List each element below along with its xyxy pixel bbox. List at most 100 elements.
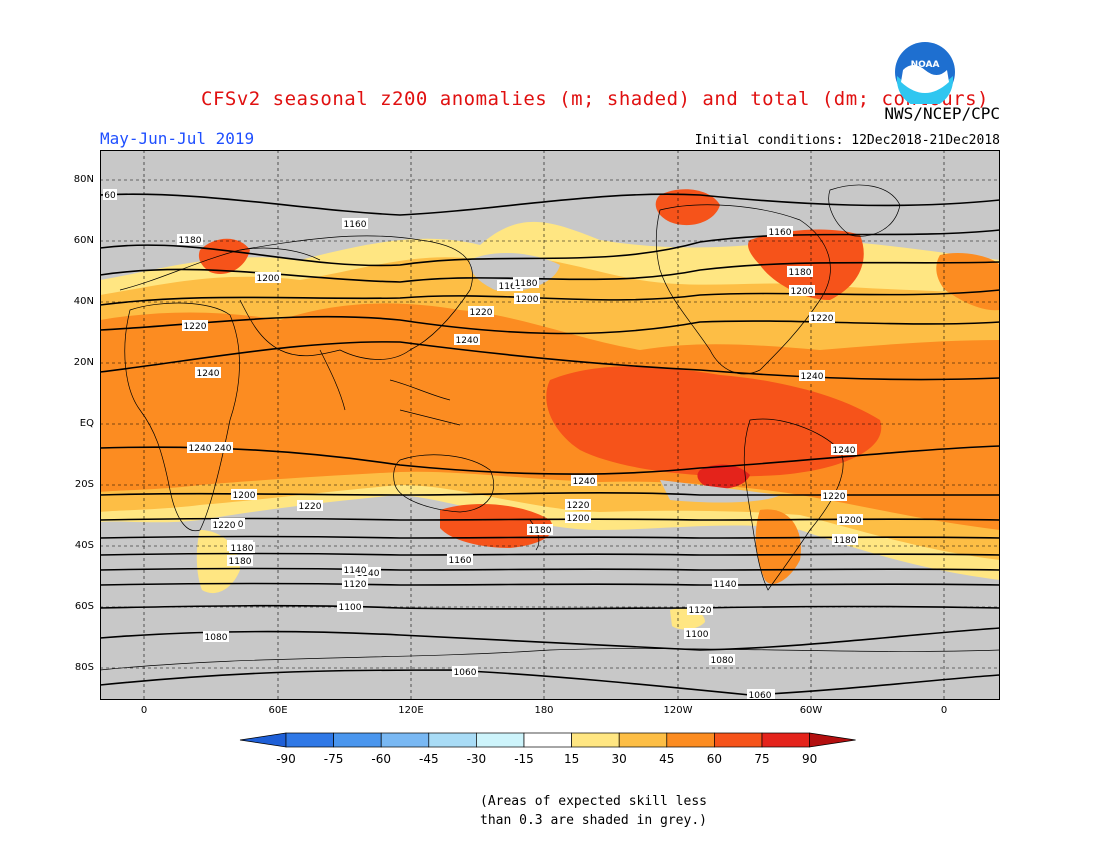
agency-label: NWS/NCEP/CPC bbox=[884, 104, 1000, 123]
anomaly-patch-europe-east bbox=[936, 253, 1000, 311]
contour-label-text: 1080 bbox=[711, 656, 734, 666]
contour-label-text: 1180 bbox=[231, 544, 254, 554]
contour-label-text: 1240 bbox=[801, 372, 824, 382]
contour-label: 1160 bbox=[497, 280, 523, 292]
anomaly-patch-south-america bbox=[755, 509, 801, 584]
contour-label-text: 1180 bbox=[789, 268, 812, 278]
contour-label-text: 1220 bbox=[811, 314, 834, 324]
longitude-label: 120E bbox=[398, 705, 424, 716]
contour-label: 1200 bbox=[231, 489, 257, 501]
colorbar-label: -45 bbox=[419, 752, 439, 766]
longitude-label: 120W bbox=[663, 705, 693, 716]
contour-label-text: 1180 bbox=[179, 236, 202, 246]
colorbar-segment bbox=[714, 732, 763, 748]
map-title: CFSv2 seasonal z200 anomalies (m; shaded… bbox=[201, 88, 989, 110]
contour-label-text: 1220 bbox=[213, 521, 236, 531]
contour-label: 1100 bbox=[337, 601, 363, 613]
map-frame bbox=[100, 150, 1000, 700]
anomaly-map: 6011601180120012201240124012201200118011… bbox=[100, 150, 1000, 700]
contour-label-text: 1220 bbox=[184, 322, 207, 332]
contour-label: 1100 bbox=[684, 628, 710, 640]
contour-labels: 6011601180120012201240124012201200118011… bbox=[103, 189, 863, 700]
colorbar-label: -30 bbox=[467, 752, 487, 766]
contour-label: 1240 bbox=[831, 444, 857, 456]
latitude-label: 40N bbox=[73, 296, 94, 307]
contour-label-text: 1220 bbox=[299, 502, 322, 512]
colorbar-arrow-low bbox=[239, 732, 287, 748]
contour-label: 1140 bbox=[342, 564, 368, 576]
forecast-period: May-Jun-Jul 2019 bbox=[100, 129, 255, 148]
contour-label: 1160 bbox=[342, 218, 368, 230]
contour-label: 1160 bbox=[447, 554, 473, 566]
coastlines bbox=[100, 184, 1000, 671]
colorbar-segment bbox=[571, 732, 620, 748]
contour-label-text: 1240 bbox=[209, 444, 232, 454]
contour-label-text: 1120 bbox=[344, 580, 367, 590]
longitude-label: 0 bbox=[140, 705, 148, 716]
colorbar-label: -15 bbox=[514, 752, 534, 766]
contour-label-text: 1240 bbox=[573, 477, 596, 487]
colorbar-label: 45 bbox=[659, 752, 674, 766]
contour-label: 1220 bbox=[297, 500, 323, 512]
contour-label: 1180 bbox=[227, 555, 253, 567]
latitude-label: 60N bbox=[73, 235, 94, 246]
contour-label-text: 1180 bbox=[229, 557, 252, 567]
contour-label-text: 60 bbox=[104, 191, 116, 201]
colorbar-segment bbox=[285, 732, 334, 748]
contour-label: 1200 bbox=[514, 293, 540, 305]
noaa-logo: NOAA bbox=[895, 42, 955, 104]
anomaly-patch-greenland bbox=[655, 189, 720, 226]
contour-label-text: 1140 bbox=[714, 580, 737, 590]
latitude-label: 60S bbox=[74, 601, 94, 612]
latitude-label: 20S bbox=[74, 479, 94, 490]
contour-label-text: 1240 bbox=[189, 444, 212, 454]
longitude-label: 60W bbox=[799, 705, 823, 716]
latitude-label: 80S bbox=[74, 662, 94, 673]
colorbar-segment bbox=[523, 732, 572, 748]
contour-label: 1180 bbox=[527, 524, 553, 536]
latitude-label: 20N bbox=[73, 357, 94, 368]
contour-label: 1120 bbox=[342, 578, 368, 590]
contour-label-text: 1060 bbox=[454, 668, 477, 678]
contour-label-text: 1240 bbox=[197, 369, 220, 379]
contour-label-text: 1240 bbox=[833, 446, 856, 456]
contour-label: 1240 bbox=[571, 475, 597, 487]
contour-label-text: 1140 bbox=[344, 566, 367, 576]
contour-label-text: 1100 bbox=[686, 630, 709, 640]
contour-label-text: 1160 bbox=[344, 220, 367, 230]
contour-label: 1220 bbox=[809, 312, 835, 324]
contour-label: 1240 bbox=[799, 370, 825, 382]
latitude-label: EQ bbox=[79, 418, 94, 429]
contour-label-text: 1160 bbox=[449, 556, 472, 566]
contour-label: 1160 bbox=[767, 226, 793, 238]
contour-label: 1060 bbox=[452, 666, 478, 678]
longitude-label: 180 bbox=[534, 705, 554, 716]
contour-label: 1220 bbox=[468, 306, 494, 318]
contour-label-text: 1220 bbox=[567, 501, 590, 511]
anomaly-patch-europe bbox=[198, 238, 250, 274]
contour-label: 1120 bbox=[687, 604, 713, 616]
contour-label-text: 1100 bbox=[339, 603, 362, 613]
contour-label-text: 1200 bbox=[839, 516, 862, 526]
contour-label-text: 1160 bbox=[769, 228, 792, 238]
contour-label: 1240 bbox=[195, 367, 221, 379]
contour-label-text: 1120 bbox=[689, 606, 712, 616]
contour-label-text: 1200 bbox=[567, 514, 590, 524]
skill-note-line1: (Areas of expected skill less bbox=[480, 794, 707, 809]
colorbar-label: 30 bbox=[612, 752, 627, 766]
skill-note-line2: than 0.3 are shaded in grey.) bbox=[480, 813, 707, 828]
colorbar-arrow-high bbox=[809, 732, 856, 748]
anomaly-band-60-75 bbox=[546, 366, 882, 477]
skill-note: (Areas of expected skill less than 0.3 a… bbox=[480, 792, 707, 830]
colorbar: -90 -75 -60 -45 -30 -15 15 30 45 60 75 90 bbox=[239, 732, 856, 766]
anomaly-band-75-90 bbox=[697, 464, 750, 489]
contour-label-text: 1140 bbox=[357, 569, 380, 579]
contour-label: 1140 bbox=[712, 578, 738, 590]
longitude-label: 60E bbox=[268, 705, 288, 716]
contour-label: 1200 bbox=[565, 512, 591, 524]
colorbar-segment bbox=[476, 732, 525, 748]
contour-label: 1180 bbox=[832, 534, 858, 546]
colorbar-segment bbox=[380, 732, 430, 748]
contour-label-text: 1180 bbox=[834, 536, 857, 546]
colorbar-label: 60 bbox=[707, 752, 722, 766]
